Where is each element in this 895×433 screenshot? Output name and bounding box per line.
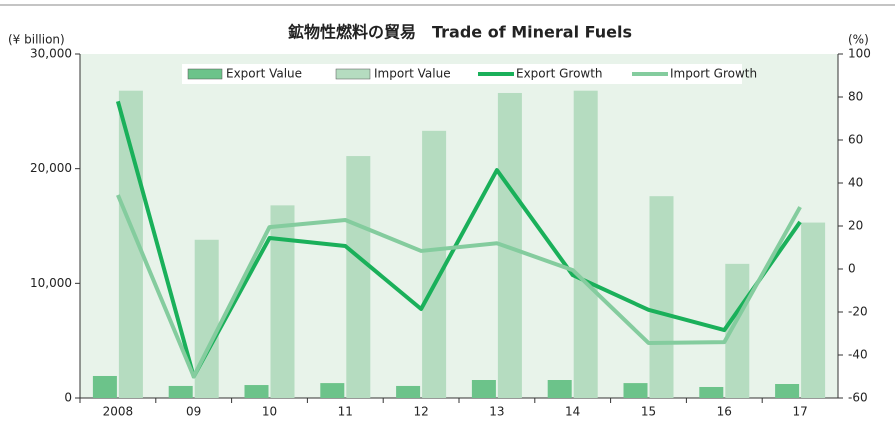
y2-tick-label: -40 — [848, 348, 868, 362]
bar — [623, 383, 648, 398]
line — [116, 194, 802, 379]
y-tick-label: 0 — [64, 391, 72, 405]
bar — [194, 239, 219, 398]
x-tick-label: 13 — [489, 405, 504, 419]
legend-label: Import Value — [374, 67, 451, 81]
y2-tick-label: -60 — [848, 391, 868, 405]
bar — [775, 384, 800, 398]
legend-swatch — [187, 68, 223, 80]
legend-label: Export Value — [226, 67, 302, 81]
bar — [92, 375, 117, 398]
bar — [471, 379, 496, 398]
bar — [573, 90, 598, 399]
bar — [801, 222, 826, 398]
x-tick-label: 11 — [338, 405, 353, 419]
x-tick-label: 12 — [413, 405, 428, 419]
legend-swatch — [335, 68, 371, 80]
bar — [396, 385, 421, 398]
y2-tick-label: 60 — [848, 133, 863, 147]
bar — [270, 205, 295, 398]
bar — [320, 383, 345, 398]
x-tick-label: 10 — [262, 405, 277, 419]
y2-tick-label: 40 — [848, 176, 863, 190]
x-tick-label: 14 — [565, 405, 580, 419]
bar — [168, 385, 193, 398]
bar — [649, 196, 674, 398]
x-tick-label: 17 — [792, 405, 807, 419]
y-axis-label: (¥ billion) — [8, 33, 65, 47]
x-tick-label: 09 — [186, 405, 201, 419]
chart-title: 鉱物性燃料の貿易 Trade of Mineral Fuels — [288, 23, 632, 42]
bar — [244, 385, 269, 398]
bar — [346, 156, 371, 398]
bar — [422, 130, 447, 398]
y-tick-label: 20,000 — [30, 161, 72, 175]
bar — [547, 379, 572, 398]
bar — [699, 386, 724, 398]
y2-axis-label: (%) — [848, 33, 869, 47]
plot-area — [80, 54, 838, 398]
legend-label: Export Growth — [516, 67, 603, 81]
y2-tick-label: 80 — [848, 90, 863, 104]
legend-box — [182, 64, 742, 84]
line — [115, 100, 802, 379]
x-tick-label: 16 — [717, 405, 732, 419]
y2-tick-label: 0 — [848, 262, 856, 276]
x-tick-label: 2008 — [103, 405, 134, 419]
y2-tick-label: -20 — [848, 305, 868, 319]
y-tick-label: 30,000 — [30, 47, 72, 61]
y-tick-label: 10,000 — [30, 276, 72, 290]
y2-tick-label: 20 — [848, 219, 863, 233]
x-tick-label: 15 — [641, 405, 656, 419]
legend-label: Import Growth — [670, 67, 757, 81]
y2-tick-label: 100 — [848, 47, 871, 61]
